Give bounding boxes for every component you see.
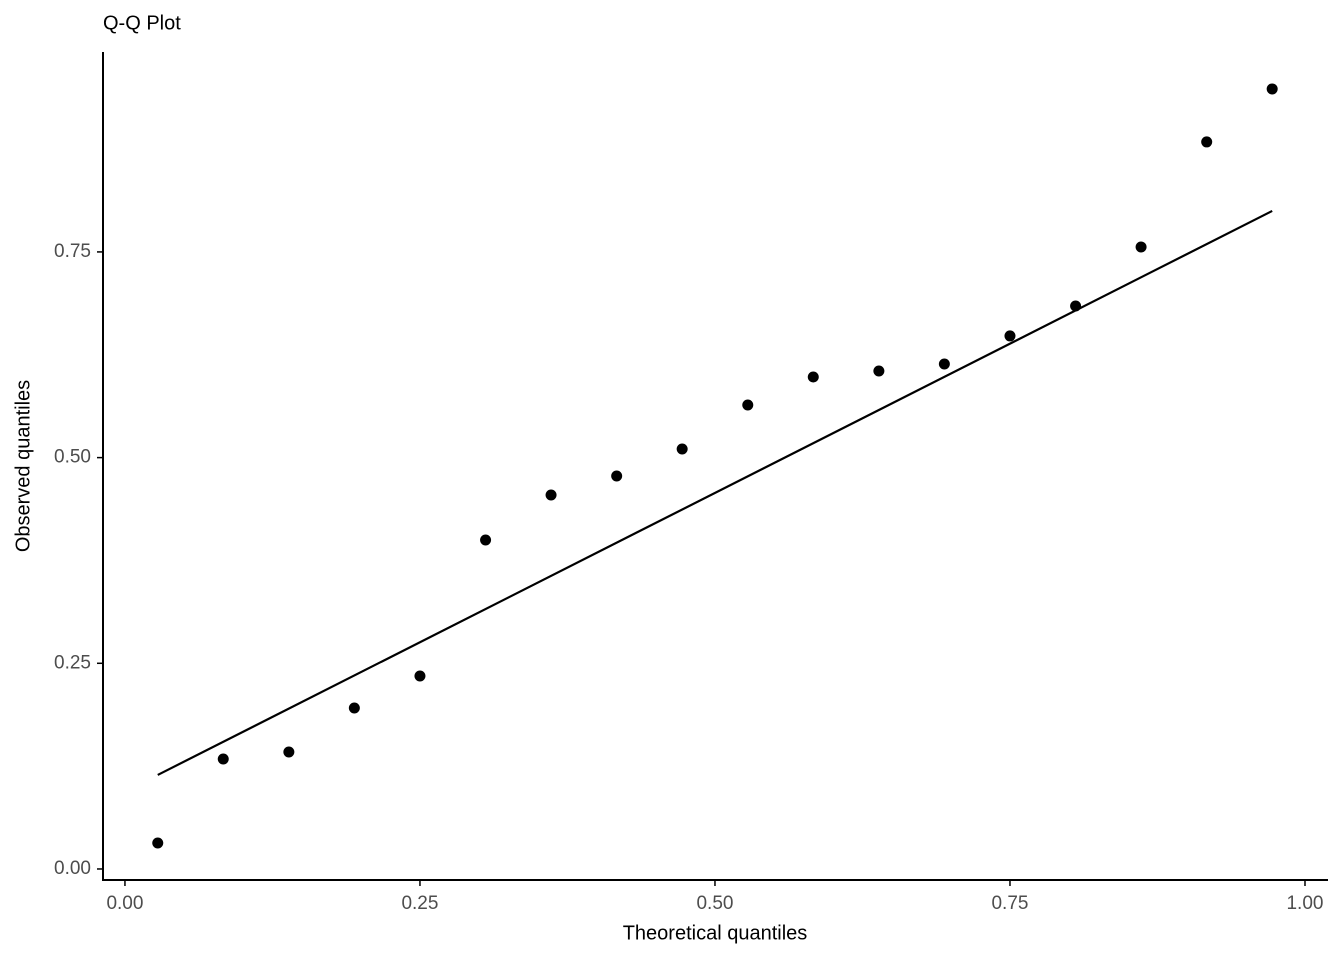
x-tick-label: 0.75	[991, 893, 1028, 914]
point	[217, 753, 229, 765]
point	[807, 371, 819, 383]
point	[742, 399, 754, 411]
point	[938, 358, 950, 370]
point	[1070, 300, 1082, 312]
point	[283, 746, 295, 758]
point	[676, 443, 688, 455]
chart-title: Q-Q Plot	[103, 12, 181, 34]
point	[414, 670, 426, 682]
y-tick-label: 0.50	[54, 447, 91, 468]
point	[545, 489, 557, 501]
x-tick-label: 1.00	[1286, 893, 1323, 914]
point	[348, 702, 360, 714]
y-tick-label: 0.00	[54, 858, 91, 879]
x-tick-label: 0.25	[401, 893, 438, 914]
x-axis-label: Theoretical quantiles	[623, 922, 808, 944]
x-tick-label: 0.50	[696, 893, 733, 914]
y-tick-label: 0.75	[54, 241, 91, 262]
point	[480, 534, 492, 546]
point	[1201, 136, 1213, 148]
point	[152, 837, 164, 849]
point	[873, 365, 885, 377]
x-tick-label: 0.00	[106, 893, 143, 914]
point	[1135, 241, 1147, 253]
reference-line	[157, 209, 1273, 776]
point	[611, 470, 623, 482]
point	[1266, 83, 1278, 95]
y-axis-label: Observed quantiles	[12, 380, 34, 552]
y-tick-label: 0.25	[54, 652, 91, 673]
point	[1004, 330, 1016, 342]
